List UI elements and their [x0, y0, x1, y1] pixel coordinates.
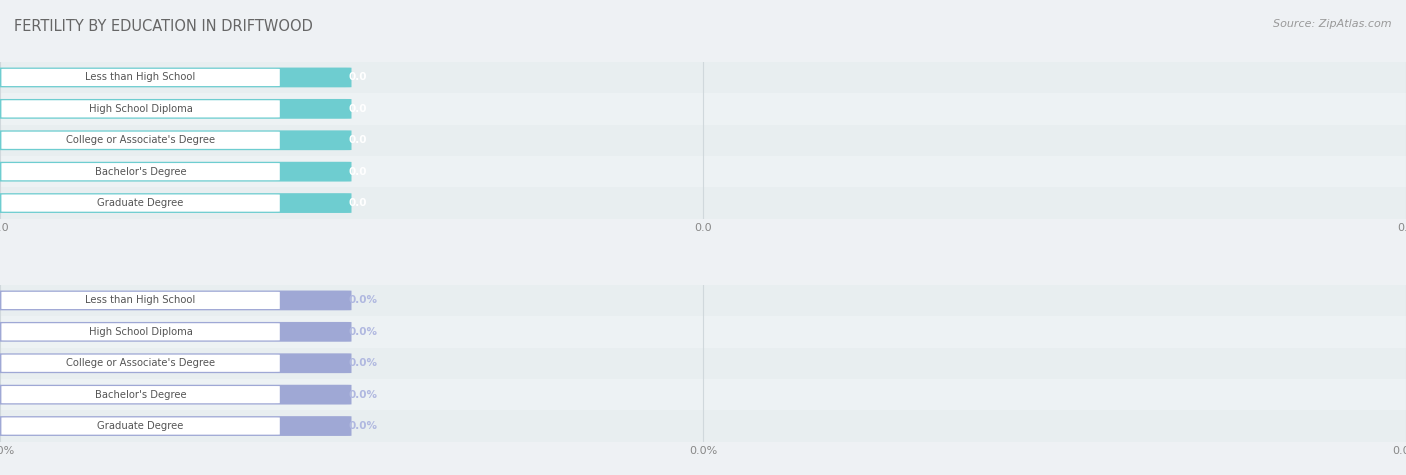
- FancyBboxPatch shape: [0, 156, 1406, 187]
- Text: College or Associate's Degree: College or Associate's Degree: [66, 135, 215, 145]
- Text: 0.0%: 0.0%: [349, 327, 378, 337]
- FancyBboxPatch shape: [0, 124, 1406, 156]
- FancyBboxPatch shape: [1, 194, 280, 212]
- FancyBboxPatch shape: [1, 386, 280, 403]
- Text: High School Diploma: High School Diploma: [89, 104, 193, 114]
- FancyBboxPatch shape: [1, 163, 280, 180]
- FancyBboxPatch shape: [0, 291, 352, 310]
- FancyBboxPatch shape: [1, 292, 280, 309]
- Text: 0.0: 0.0: [349, 135, 367, 145]
- FancyBboxPatch shape: [1, 355, 280, 372]
- Text: Graduate Degree: Graduate Degree: [97, 421, 184, 431]
- FancyBboxPatch shape: [1, 100, 280, 117]
- FancyBboxPatch shape: [0, 348, 1406, 379]
- FancyBboxPatch shape: [0, 62, 1406, 93]
- FancyBboxPatch shape: [0, 162, 352, 181]
- FancyBboxPatch shape: [0, 353, 352, 373]
- Text: 0.0%: 0.0%: [349, 295, 378, 305]
- Text: 0.0%: 0.0%: [349, 358, 378, 368]
- Text: Less than High School: Less than High School: [86, 73, 195, 83]
- Text: 0.0%: 0.0%: [349, 390, 378, 399]
- FancyBboxPatch shape: [1, 418, 280, 435]
- FancyBboxPatch shape: [0, 93, 1406, 124]
- Text: Graduate Degree: Graduate Degree: [97, 198, 184, 208]
- Text: 0.0%: 0.0%: [349, 421, 378, 431]
- FancyBboxPatch shape: [0, 316, 1406, 348]
- FancyBboxPatch shape: [0, 379, 1406, 410]
- FancyBboxPatch shape: [0, 99, 352, 119]
- FancyBboxPatch shape: [0, 322, 352, 342]
- FancyBboxPatch shape: [0, 410, 1406, 442]
- Text: College or Associate's Degree: College or Associate's Degree: [66, 358, 215, 368]
- FancyBboxPatch shape: [1, 323, 280, 341]
- FancyBboxPatch shape: [0, 385, 352, 405]
- Text: Source: ZipAtlas.com: Source: ZipAtlas.com: [1274, 19, 1392, 29]
- Text: 0.0: 0.0: [349, 104, 367, 114]
- FancyBboxPatch shape: [0, 285, 1406, 316]
- Text: Less than High School: Less than High School: [86, 295, 195, 305]
- Text: 0.0: 0.0: [349, 198, 367, 208]
- Text: Bachelor's Degree: Bachelor's Degree: [94, 167, 187, 177]
- Text: 0.0: 0.0: [349, 73, 367, 83]
- FancyBboxPatch shape: [0, 67, 352, 87]
- Text: High School Diploma: High School Diploma: [89, 327, 193, 337]
- FancyBboxPatch shape: [0, 130, 352, 150]
- FancyBboxPatch shape: [0, 187, 1406, 219]
- Text: 0.0: 0.0: [349, 167, 367, 177]
- FancyBboxPatch shape: [0, 416, 352, 436]
- FancyBboxPatch shape: [0, 193, 352, 213]
- FancyBboxPatch shape: [1, 69, 280, 86]
- Text: Bachelor's Degree: Bachelor's Degree: [94, 390, 187, 399]
- Text: FERTILITY BY EDUCATION IN DRIFTWOOD: FERTILITY BY EDUCATION IN DRIFTWOOD: [14, 19, 314, 34]
- FancyBboxPatch shape: [1, 132, 280, 149]
